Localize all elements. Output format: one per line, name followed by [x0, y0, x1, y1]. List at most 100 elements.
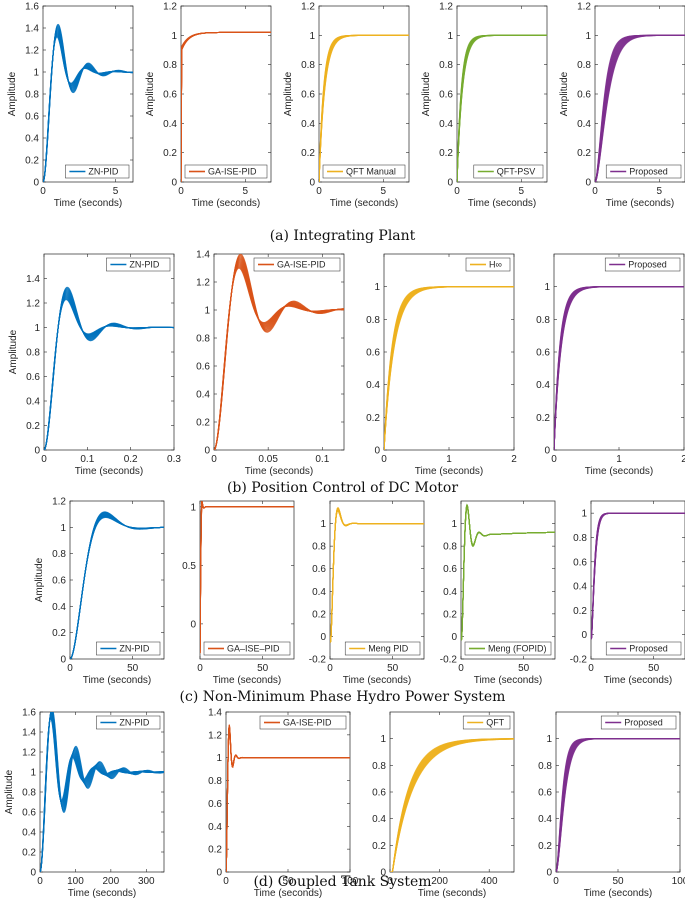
- y-tick-label: 1: [190, 502, 196, 513]
- series-bundle: [43, 23, 133, 182]
- y-tick-label: 0: [30, 868, 36, 879]
- x-tick-label: 300: [138, 876, 155, 887]
- legend-label: ZN-PID: [119, 644, 149, 654]
- y-tick-label: 1.4: [196, 250, 210, 261]
- x-tick-label: 0: [327, 663, 333, 674]
- y-tick-label: 0.6: [163, 90, 177, 101]
- series-line: [44, 299, 174, 450]
- y-tick-label: 0.6: [443, 564, 457, 575]
- x-tick-label: 5: [657, 186, 663, 197]
- x-tick-label: 0: [178, 186, 184, 197]
- y-tick-label: 0.6: [25, 112, 39, 123]
- plot-area: [460, 500, 556, 660]
- y-tick-label: 0.4: [536, 380, 550, 391]
- series-bundle: [330, 507, 424, 643]
- y-tick-label: 0.6: [538, 788, 552, 799]
- y-tick-label: 0.4: [439, 119, 453, 130]
- plot-area: [43, 253, 175, 451]
- y-tick-label: 1: [447, 31, 453, 42]
- legend-label: Meng PID: [368, 644, 409, 654]
- x-axis-label: Time (seconds): [330, 198, 399, 209]
- y-tick-label: 0: [380, 868, 386, 879]
- y-tick-label: 0.8: [26, 348, 40, 359]
- y-tick-label: 0.8: [577, 60, 591, 71]
- y-tick-label: 0.2: [196, 418, 210, 429]
- y-tick-label: 0.4: [52, 602, 66, 613]
- y-tick-label: 0.6: [372, 788, 386, 799]
- legend-box: [473, 164, 544, 179]
- series-line: [226, 728, 350, 872]
- y-tick-label: 0.4: [208, 822, 222, 833]
- y-tick-label: 1: [320, 519, 326, 530]
- x-tick-label: 0.1: [315, 454, 329, 465]
- x-tick-label: 0: [553, 876, 559, 887]
- plot-area: [69, 500, 165, 660]
- y-tick-label: 1.2: [52, 497, 66, 508]
- legend: GA-ISE-PID: [259, 715, 347, 730]
- caption: (d) Coupled Tank System: [253, 874, 431, 890]
- legend-label: QFT Manual: [346, 167, 396, 177]
- legend: ZN-PID: [96, 641, 161, 656]
- y-axis-label: Amplitude: [559, 71, 570, 116]
- x-axis-label: Time (seconds): [83, 675, 152, 686]
- legend-label: Proposed: [624, 718, 663, 728]
- legend-box: [106, 257, 171, 272]
- y-tick-label: 0.8: [163, 60, 177, 71]
- y-tick-label: 0.6: [196, 362, 210, 373]
- series-line: [595, 34, 685, 182]
- caption: (a) Integrating Plant: [270, 228, 416, 244]
- y-tick-label: 1.6: [25, 2, 39, 13]
- y-tick-label: 0: [60, 655, 66, 666]
- x-tick-label: 0: [37, 876, 43, 887]
- y-tick-label: 0.4: [22, 828, 36, 839]
- legend-label: GA-ISE-PID: [208, 167, 257, 177]
- plot-area: [213, 253, 345, 451]
- y-tick-label: 0.4: [366, 380, 380, 391]
- x-tick-label: 0: [592, 186, 598, 197]
- legend-box: [604, 257, 681, 272]
- legend-box: [184, 164, 268, 179]
- figure-row: 0 0.2 0.4 0.6 0.8 1 1.2 1.4 0 0.1 0.2 0.3 Time (seco…: [8, 250, 685, 497]
- y-tick-label: 1: [581, 509, 587, 520]
- x-tick-label: 50: [612, 876, 624, 887]
- y-tick-label: 1.4: [22, 728, 36, 739]
- x-tick-label: 5: [519, 186, 525, 197]
- x-axis-label: Time (seconds): [68, 888, 137, 899]
- legend-label: H∞: [489, 260, 502, 270]
- y-tick-label: 1.2: [26, 299, 40, 310]
- y-tick-label: 1.2: [301, 2, 315, 13]
- y-tick-label: 1.4: [208, 708, 222, 719]
- series-line: [43, 36, 133, 182]
- series-bundle: [181, 31, 271, 182]
- legend: GA-ISE-PID: [253, 257, 341, 272]
- subplot: 0 0.2 0.4 0.6 0.8 1 0 50 100 Time (seconds) Propos…: [538, 711, 685, 899]
- x-axis-label: Time (seconds): [606, 198, 675, 209]
- series-bundle: [591, 512, 685, 640]
- x-tick-label: 50: [518, 663, 530, 674]
- legend: ZN-PID: [106, 257, 171, 272]
- legend-label: GA-ISE-PID: [277, 260, 326, 270]
- y-tick-label: 0.2: [26, 421, 40, 432]
- legend-label: QFT-PSV: [497, 167, 536, 177]
- x-tick-label: 100: [672, 876, 685, 887]
- y-tick-label: 0.2: [163, 148, 177, 159]
- y-tick-label: 0: [171, 178, 177, 189]
- y-tick-label: 1: [546, 734, 552, 745]
- series-bundle: [595, 34, 685, 182]
- series-bundle: [319, 34, 409, 182]
- legend: Proposed: [605, 641, 682, 656]
- x-axis-label: Time (seconds): [213, 675, 282, 686]
- y-tick-label: 0.8: [536, 315, 550, 326]
- x-tick-label: 100: [67, 876, 84, 887]
- y-tick-label: 1: [204, 306, 210, 317]
- y-tick-label: 0.2: [208, 845, 222, 856]
- y-tick-label: 0.6: [312, 564, 326, 575]
- plot-area: [456, 5, 548, 183]
- legend: ZN-PID: [96, 715, 161, 730]
- x-tick-label: 200: [431, 876, 448, 887]
- y-tick-label: 0.6: [573, 557, 587, 568]
